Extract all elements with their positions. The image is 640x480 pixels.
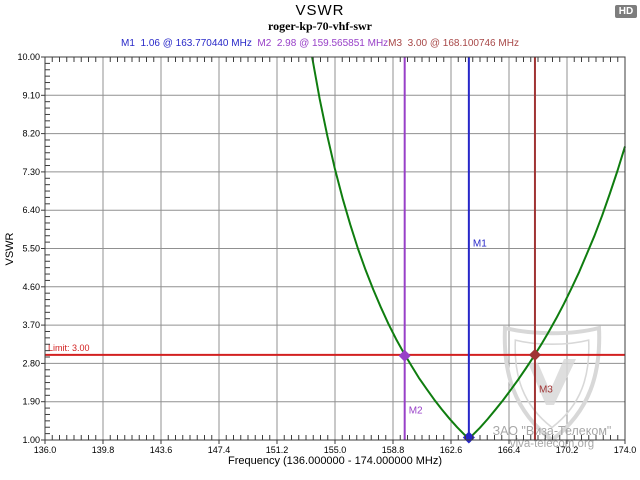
x-tick-label: 170.2 [556,445,579,455]
y-tick-label: 10.00 [17,52,40,62]
y-tick-label: 7.30 [22,167,40,177]
limit-label: Limit: 3.00 [48,343,90,353]
marker-readout-item-2: M2 2.98 @ 159.565851 MHz [257,38,389,49]
watermark-company-text: ЗАО "Виза-Телеком" [493,424,612,438]
x-tick-label: 166.4 [498,445,521,455]
x-tick-label: 143.6 [150,445,173,455]
chart-subtitle: roger-kp-70-vhf-swr [268,19,372,33]
x-tick-label: 147.4 [208,445,231,455]
x-tick-label: 174.0 [614,445,637,455]
y-axis-title: VSWR [4,232,16,265]
marker-readout-item-3: M3 3.00 @ 168.100746 MHz [388,38,519,49]
watermark-v-icon [528,359,576,405]
x-tick-label: 155.0 [324,445,347,455]
marker-point-m2 [398,349,411,362]
page-title: VSWR [295,2,345,19]
y-tick-label: 8.20 [22,129,40,139]
marker-label-m2: M2 [409,406,423,417]
x-tick-label: 151.2 [266,445,289,455]
x-tick-label: 136.0 [34,445,57,455]
watermark-site-text: viva-telecom.org [510,438,594,450]
y-tick-label: 1.90 [22,397,40,407]
y-tick-label: 3.70 [22,320,40,330]
y-tick-label: 9.10 [22,90,40,100]
marker-label-m1: M1 [473,238,487,249]
marker-label-m3: M3 [539,384,553,395]
x-axis-title: Frequency (136.000000 - 174.000000 MHz) [228,455,442,467]
y-tick-label: 2.80 [22,358,40,368]
marker-point-m3 [528,348,541,361]
y-tick-label: 1.00 [22,435,40,445]
watermark-shield-inner-icon [514,339,590,429]
y-tick-label: 5.50 [22,244,40,254]
hd-badge: HD [615,5,637,18]
marker-readout-item-1: M1 1.06 @ 163.770440 MHz [121,38,258,49]
x-tick-label: 162.6 [440,445,463,455]
marker-readout: M1 1.06 @ 163.770440 MHz M2 2.98 @ 159.5… [0,38,640,49]
y-tick-label: 6.40 [22,205,40,215]
x-tick-label: 139.8 [92,445,115,455]
y-tick-label: 4.60 [22,282,40,292]
x-tick-label: 158.8 [382,445,405,455]
